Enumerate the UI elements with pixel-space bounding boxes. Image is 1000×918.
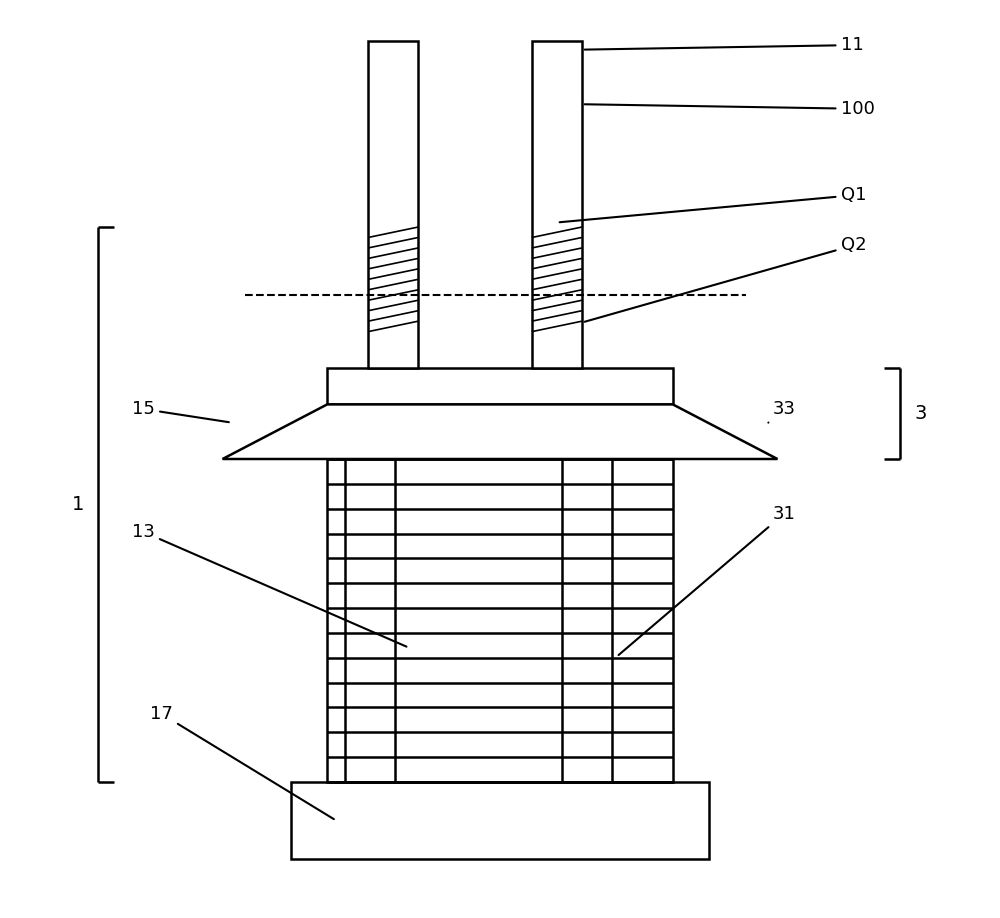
Text: 31: 31 xyxy=(619,505,796,655)
Text: 3: 3 xyxy=(914,404,926,423)
Bar xyxy=(327,368,673,405)
Bar xyxy=(532,40,582,368)
Text: Q1: Q1 xyxy=(560,186,867,222)
Text: 33: 33 xyxy=(768,400,796,422)
Text: 13: 13 xyxy=(132,522,406,646)
Bar xyxy=(291,782,709,859)
Text: 15: 15 xyxy=(132,400,229,422)
Text: 17: 17 xyxy=(150,705,334,819)
Polygon shape xyxy=(223,405,777,459)
Bar xyxy=(327,459,673,782)
Bar xyxy=(368,40,418,368)
Text: 11: 11 xyxy=(585,36,864,54)
Text: Q2: Q2 xyxy=(585,236,867,322)
Text: 1: 1 xyxy=(72,495,84,514)
Text: 100: 100 xyxy=(585,100,875,118)
